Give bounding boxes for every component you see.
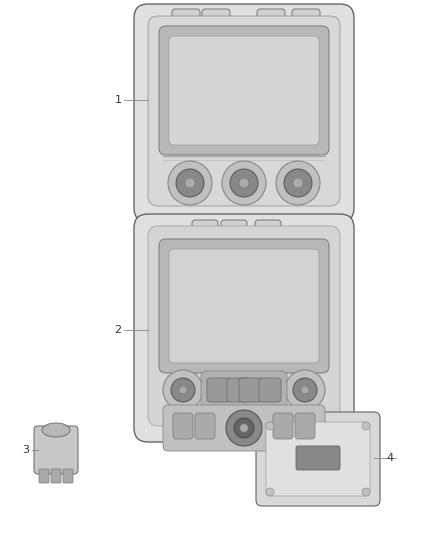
Circle shape xyxy=(362,422,370,430)
Circle shape xyxy=(276,161,320,205)
Circle shape xyxy=(266,422,274,430)
Circle shape xyxy=(185,178,195,188)
Ellipse shape xyxy=(42,423,70,437)
FancyBboxPatch shape xyxy=(195,413,215,439)
FancyBboxPatch shape xyxy=(221,220,247,236)
Circle shape xyxy=(239,178,249,188)
Circle shape xyxy=(285,370,325,410)
FancyBboxPatch shape xyxy=(292,9,320,27)
Circle shape xyxy=(171,378,195,402)
FancyBboxPatch shape xyxy=(255,220,281,236)
FancyBboxPatch shape xyxy=(159,239,329,373)
FancyBboxPatch shape xyxy=(134,4,354,222)
FancyBboxPatch shape xyxy=(296,446,340,470)
Text: 2: 2 xyxy=(114,325,122,335)
FancyBboxPatch shape xyxy=(295,413,315,439)
FancyBboxPatch shape xyxy=(159,26,329,155)
Circle shape xyxy=(293,178,303,188)
FancyBboxPatch shape xyxy=(239,378,261,402)
Circle shape xyxy=(234,418,254,438)
Circle shape xyxy=(284,169,312,197)
FancyBboxPatch shape xyxy=(227,378,249,402)
Circle shape xyxy=(168,161,212,205)
FancyBboxPatch shape xyxy=(266,422,370,496)
Text: 1: 1 xyxy=(114,95,121,105)
FancyBboxPatch shape xyxy=(202,9,230,27)
Text: 3: 3 xyxy=(22,445,29,455)
Circle shape xyxy=(222,161,266,205)
FancyBboxPatch shape xyxy=(163,405,325,451)
FancyBboxPatch shape xyxy=(172,9,200,27)
Text: 4: 4 xyxy=(386,453,394,463)
FancyBboxPatch shape xyxy=(173,413,193,439)
Polygon shape xyxy=(236,380,252,396)
FancyBboxPatch shape xyxy=(256,412,380,506)
Circle shape xyxy=(179,386,187,394)
FancyBboxPatch shape xyxy=(207,378,229,402)
FancyBboxPatch shape xyxy=(148,16,340,206)
FancyBboxPatch shape xyxy=(51,469,61,483)
Polygon shape xyxy=(234,170,254,188)
FancyBboxPatch shape xyxy=(273,413,293,439)
FancyBboxPatch shape xyxy=(257,9,285,27)
FancyBboxPatch shape xyxy=(134,214,354,442)
FancyBboxPatch shape xyxy=(192,220,218,236)
FancyBboxPatch shape xyxy=(259,378,281,402)
FancyBboxPatch shape xyxy=(169,249,319,363)
Circle shape xyxy=(293,378,317,402)
FancyBboxPatch shape xyxy=(169,36,319,145)
Circle shape xyxy=(176,169,204,197)
FancyBboxPatch shape xyxy=(34,426,78,474)
FancyBboxPatch shape xyxy=(63,469,73,483)
FancyBboxPatch shape xyxy=(148,226,340,426)
Circle shape xyxy=(226,410,262,446)
Circle shape xyxy=(301,386,309,394)
Circle shape xyxy=(240,424,248,432)
Circle shape xyxy=(230,169,258,197)
Circle shape xyxy=(362,488,370,496)
Circle shape xyxy=(266,488,274,496)
FancyBboxPatch shape xyxy=(39,469,49,483)
FancyBboxPatch shape xyxy=(201,371,287,411)
Circle shape xyxy=(163,370,203,410)
